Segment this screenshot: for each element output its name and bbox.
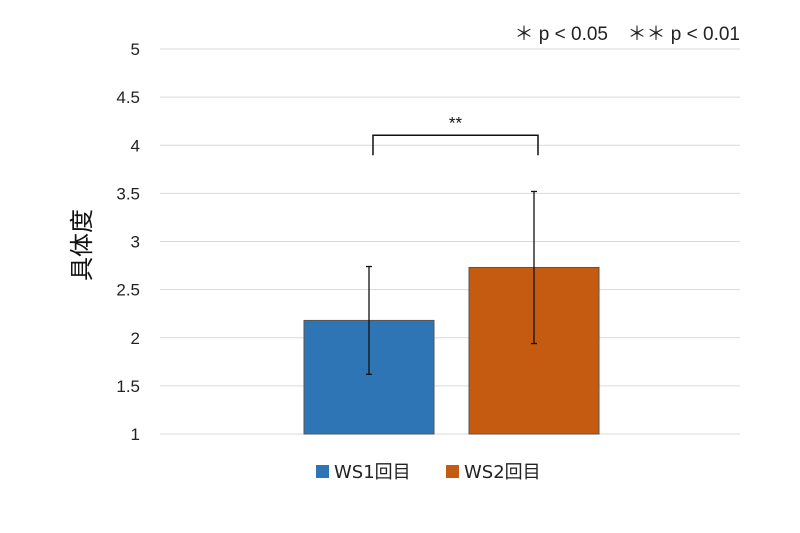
legend-swatch — [446, 465, 459, 478]
significance-label: ** — [449, 113, 463, 132]
significance-bracket: ** — [372, 113, 539, 156]
y-tick-label: 4.5 — [116, 88, 140, 107]
y-axis-label: 具体度 — [68, 209, 96, 281]
p05-annotation: ＊ p < 0.05 — [515, 24, 608, 45]
p01-annotation: ＊＊ p < 0.01 — [628, 24, 740, 45]
y-tick-label: 4 — [131, 136, 140, 155]
legend-swatch — [316, 465, 329, 478]
y-tick-label: 1 — [131, 425, 140, 444]
y-tick-label: 2.5 — [116, 281, 140, 300]
significance-bracket-line — [372, 134, 539, 156]
legend-label: WS1回目 — [334, 462, 411, 483]
y-axis-ticks: 1 1.5 2 2.5 3 3.5 4 4.5 5 — [116, 40, 140, 444]
legend: WS1回目 WS2回目 — [316, 462, 541, 483]
y-tick-label: 1.5 — [116, 377, 140, 396]
gridlines — [160, 48, 740, 435]
legend-label: WS2回目 — [464, 462, 541, 483]
bars — [303, 266, 600, 435]
y-tick-label: 3.5 — [116, 184, 140, 203]
y-tick-label: 5 — [131, 40, 140, 59]
y-tick-label: 2 — [131, 329, 140, 348]
y-tick-label: 3 — [131, 233, 140, 252]
error-bars — [366, 190, 537, 375]
